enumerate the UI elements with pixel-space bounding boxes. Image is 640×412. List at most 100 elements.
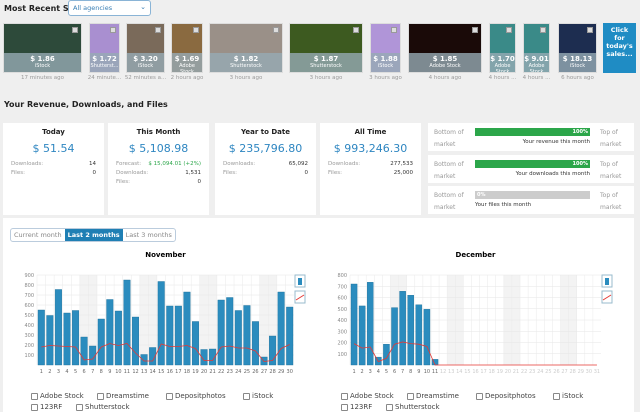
bar[interactable] [174, 305, 182, 366]
agency-filter-checkbox[interactable]: Dreamstime [407, 392, 459, 400]
sale-thumbnail[interactable]: $ 1.85 Adobe Stock [408, 23, 482, 73]
bar[interactable] [366, 282, 374, 366]
sale-thumbnail[interactable]: $ 1.86 iStock [3, 23, 82, 73]
bar[interactable] [251, 321, 259, 366]
stat-value: 0 [92, 170, 97, 176]
checkbox-icon[interactable] [31, 403, 38, 411]
tab-last-3-months[interactable]: Last 3 months [125, 231, 172, 239]
weekend-band [88, 275, 97, 365]
bar[interactable] [123, 279, 131, 366]
bar[interactable] [391, 307, 398, 366]
bar[interactable] [166, 305, 174, 366]
sale-thumbnail[interactable]: $ 18.13 iStock [558, 23, 597, 73]
checkbox-icon[interactable] [407, 392, 414, 400]
bar[interactable] [89, 345, 97, 366]
bar[interactable] [80, 336, 88, 366]
agency-filter-checkbox[interactable]: 123RF [31, 403, 62, 411]
bar[interactable] [183, 291, 191, 366]
sale-thumbnail[interactable]: $ 1.82 Shutterstock [209, 23, 283, 73]
todays-sales-button[interactable]: Click for today's sales... [603, 23, 636, 73]
bar[interactable] [200, 349, 208, 366]
agency-filter-checkbox[interactable]: Adobe Stock [31, 392, 84, 400]
bar[interactable] [217, 299, 225, 366]
bar[interactable] [54, 289, 62, 366]
checkbox-icon[interactable] [386, 403, 393, 411]
bar[interactable] [415, 304, 423, 366]
bar[interactable] [286, 306, 294, 366]
x-tick-label: 8 [100, 369, 103, 375]
bar[interactable] [140, 354, 148, 366]
tab-last-2-months[interactable]: Last 2 months [64, 229, 123, 241]
bar[interactable] [399, 291, 406, 366]
y-tick-label: 500 [337, 307, 347, 313]
agency-filter-checkbox[interactable]: Depositphotos [476, 392, 536, 400]
checkbox-icon[interactable] [476, 392, 483, 400]
bar[interactable] [209, 348, 217, 366]
checkbox-icon[interactable] [243, 392, 250, 400]
sale-thumbnail[interactable]: $ 9.01 Adobe Stock [523, 23, 550, 73]
bar[interactable] [191, 321, 199, 366]
checkbox-icon[interactable] [76, 403, 83, 411]
bar[interactable] [407, 295, 414, 366]
bar[interactable] [97, 318, 105, 366]
x-tick-label: 23 [529, 369, 535, 375]
agency-filter-checkbox[interactable]: iStock [553, 392, 583, 400]
agency-filter-checkbox[interactable]: Dreamstime [97, 392, 149, 400]
bar[interactable] [358, 305, 366, 366]
sale-price: $ 1.69 [174, 55, 200, 63]
bar[interactable] [383, 343, 390, 366]
sale-thumbnail[interactable]: $ 1.70 Adobe Stock [489, 23, 516, 73]
card-value: $ 235,796.80 [228, 142, 303, 155]
image-icon [472, 27, 478, 33]
bar[interactable] [269, 335, 277, 366]
agency-filter-checkbox[interactable]: Shutterstock [386, 403, 440, 411]
agency-select[interactable]: All agencies ⌄ [68, 0, 151, 16]
bar[interactable] [37, 309, 45, 366]
sale-thumbnail[interactable]: $ 1.72 Shutterst... [89, 23, 120, 73]
x-tick-label: 30 [586, 369, 592, 375]
bar[interactable] [157, 281, 165, 366]
agency-filter-checkbox[interactable]: 123RF [341, 403, 372, 411]
bar[interactable] [63, 312, 71, 366]
x-tick-label: 26 [553, 369, 559, 375]
bar[interactable] [277, 291, 285, 366]
checkbox-icon[interactable] [31, 392, 38, 400]
agency-filter-checkbox[interactable]: Shutterstock [76, 403, 130, 411]
sale-thumbnail[interactable]: $ 1.87 Shutterstock [289, 23, 363, 73]
bar[interactable] [132, 316, 140, 366]
agency-filter-checkbox[interactable]: iStock [243, 392, 273, 400]
x-tick-label: 5 [74, 369, 77, 375]
x-tick-label: 6 [83, 369, 86, 375]
y-tick-label: 800 [24, 283, 34, 289]
bar[interactable] [350, 283, 358, 366]
checkbox-icon[interactable] [553, 392, 560, 400]
checkbox-icon[interactable] [97, 392, 104, 400]
bar[interactable] [114, 310, 122, 366]
bar[interactable] [423, 309, 431, 366]
bar[interactable] [149, 347, 157, 366]
sale-thumbnail[interactable]: $ 3.20 iStock [126, 23, 165, 73]
bar[interactable] [243, 305, 251, 366]
bar[interactable] [226, 297, 234, 366]
x-tick-label: 24 [537, 369, 543, 375]
bar[interactable] [72, 310, 80, 366]
bar[interactable] [46, 315, 54, 366]
agency-filter-checkbox[interactable]: Adobe Stock [341, 392, 394, 400]
image-icon [273, 27, 279, 33]
bar[interactable] [106, 299, 114, 366]
stat-value: 14 [89, 161, 96, 167]
tab-current-month[interactable]: Current month [14, 231, 62, 239]
checkbox-icon[interactable] [166, 392, 173, 400]
bar[interactable] [234, 310, 242, 366]
stat-value: 277,533 [390, 161, 413, 167]
sale-thumbnail[interactable]: $ 1.88 iStock [370, 23, 401, 73]
checkbox-icon[interactable] [341, 392, 348, 400]
agency-filter-label: Adobe Stock [40, 392, 84, 400]
checkbox-icon[interactable] [341, 403, 348, 411]
stat-value: 25,000 [393, 170, 413, 176]
x-tick-label: 28 [569, 369, 575, 375]
sale-thumbnail[interactable]: $ 1.69 Adobe Stock [171, 23, 203, 73]
agency-filter-checkbox[interactable]: Depositphotos [166, 392, 226, 400]
agency-filter-label: Shutterstock [85, 403, 130, 411]
market-bar: 100% [475, 159, 590, 168]
